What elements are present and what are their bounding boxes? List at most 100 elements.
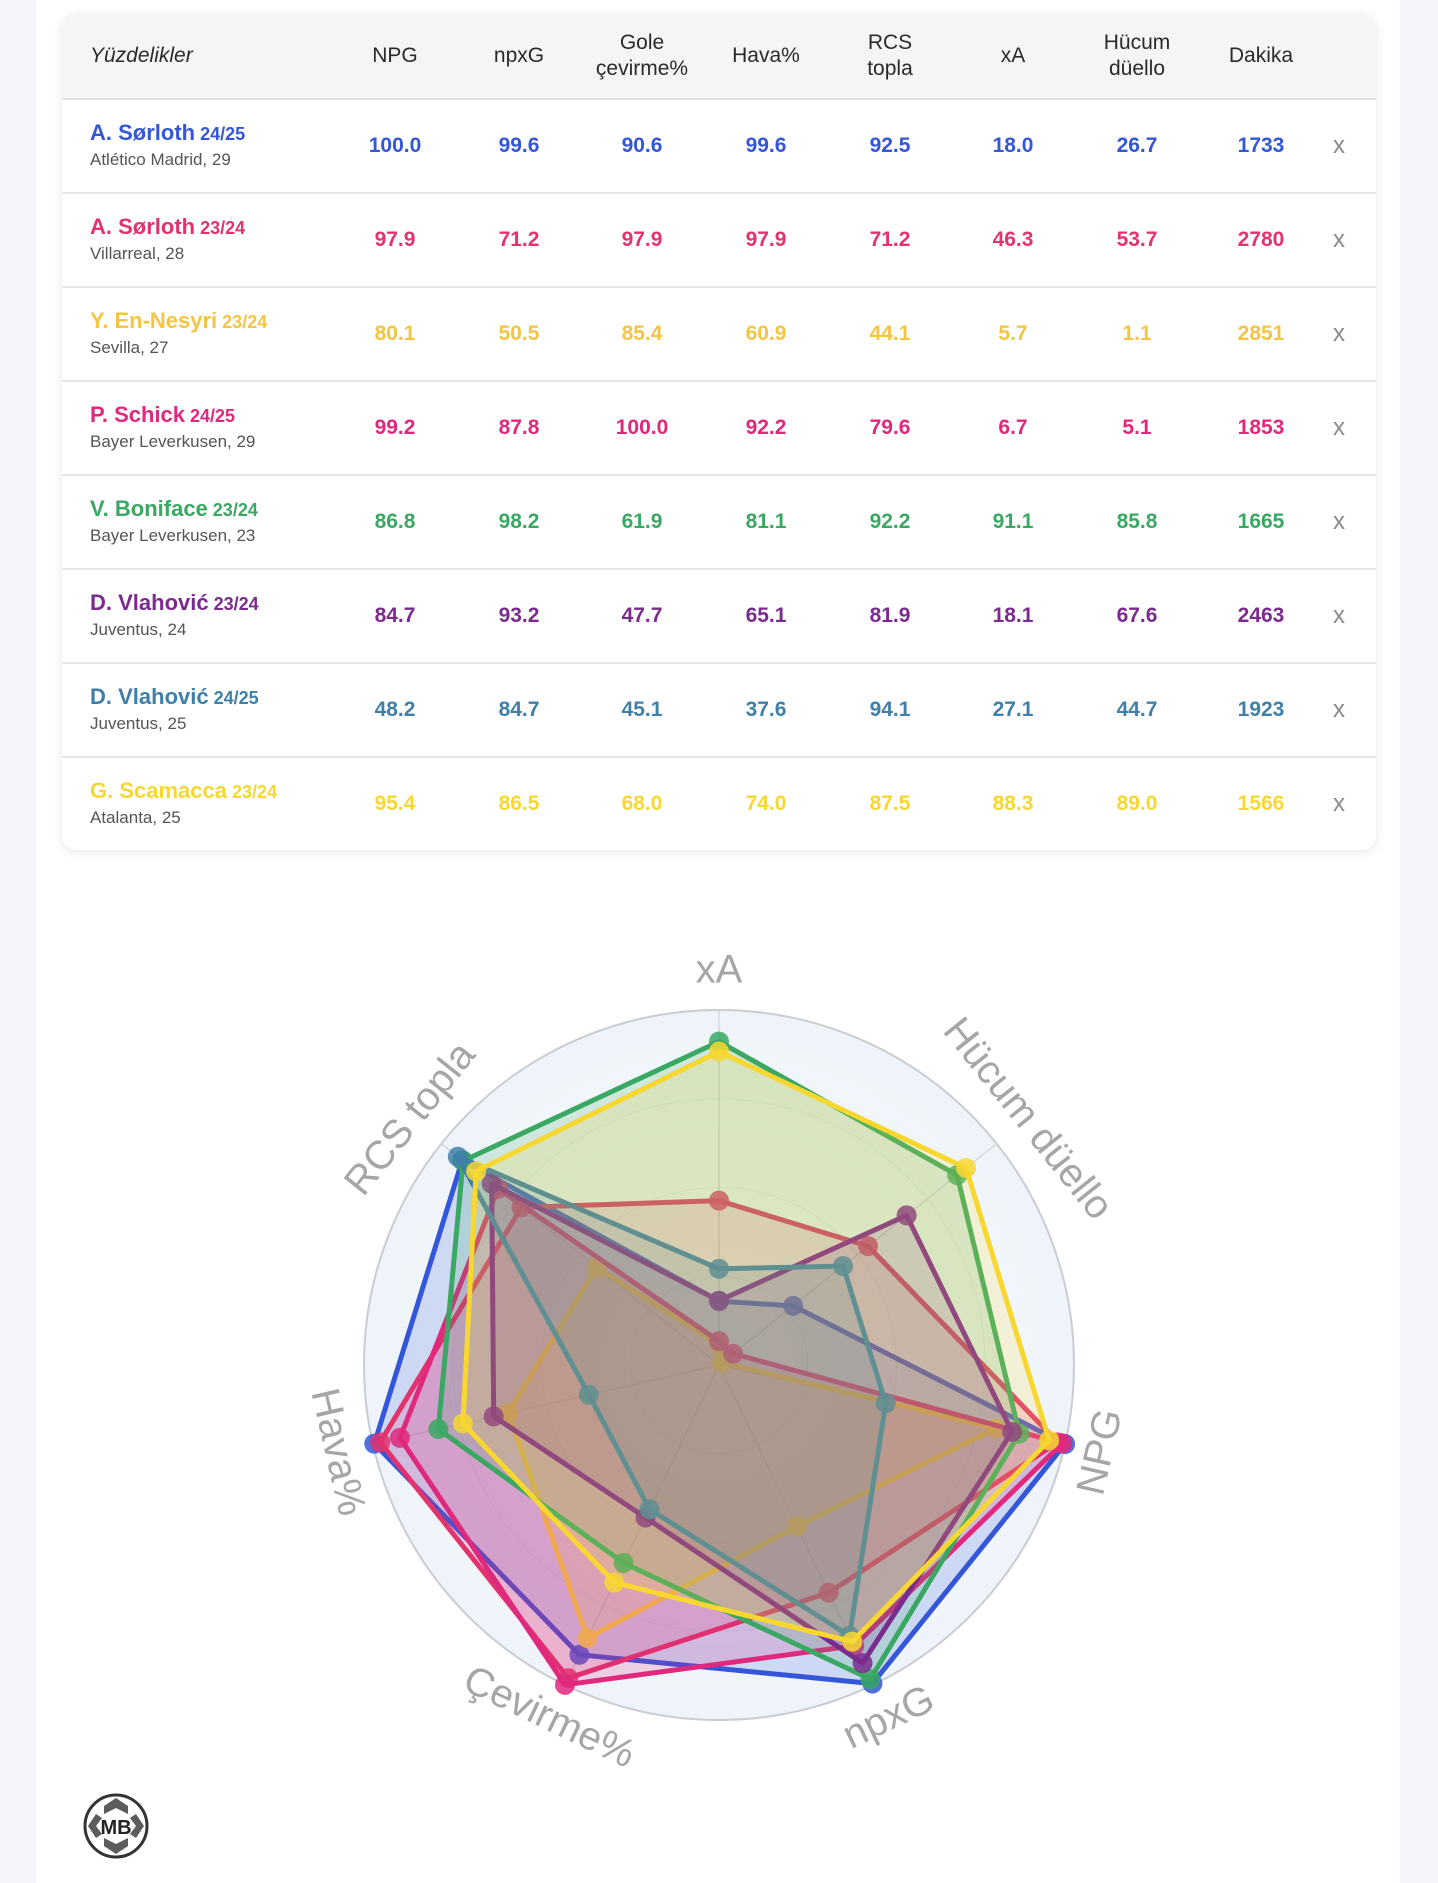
remove-player-button[interactable]: x	[1333, 696, 1345, 723]
radar-series-area	[435, 1039, 1022, 1682]
radar-data-point	[481, 1173, 502, 1194]
column-header: Dakika	[1228, 44, 1294, 67]
column-header: Hava%	[732, 44, 800, 67]
player-name[interactable]: P. Schick 24/25	[90, 402, 235, 428]
table-row: A. Sørloth 23/24 Villarreal, 28 97.9 71.2 97.…	[62, 194, 1376, 288]
player-name[interactable]: G. Scamacca 23/24	[90, 778, 277, 804]
column-header: Gole çevirme%	[595, 31, 689, 80]
table-cell: 48.2	[374, 698, 416, 721]
table-cell: 100.0	[368, 134, 422, 157]
svg-text:MB: MB	[100, 1817, 131, 1839]
table-row: V. Boniface 23/24 Bayer Leverkusen, 23 86.8…	[62, 476, 1376, 570]
table-cell: 99.6	[745, 134, 787, 157]
table-cell: 60.9	[745, 322, 787, 345]
radar-data-point	[447, 1146, 468, 1167]
player-name-text: D. Vlahović	[90, 684, 209, 709]
radar-data-point	[709, 1331, 729, 1352]
comparison-table: Yüzdelikler NPG npxG Gole çevirme% Hava% RCS…	[62, 14, 1376, 850]
player-season: 24/25	[190, 406, 236, 426]
player-name-text: D. Vlahović	[90, 590, 209, 615]
table-cell: 1733	[1237, 134, 1285, 157]
table-cell: 46.3	[992, 228, 1034, 251]
table-cell: 1923	[1237, 698, 1285, 721]
table-row: G. Scamacca 23/24 Atalanta, 25 95.4 86.5 68.0…	[62, 758, 1376, 850]
player-name[interactable]: A. Sørloth 24/25	[90, 120, 245, 146]
table-cell: 6.7	[998, 416, 1028, 439]
column-header: NPG	[372, 44, 418, 67]
table-cell: 97.9	[621, 228, 663, 251]
table-header: Yüzdelikler NPG npxG Gole çevirme% Hava% RCS…	[62, 14, 1376, 100]
radar-data-point	[466, 1161, 487, 1182]
remove-player-button[interactable]: x	[1333, 508, 1345, 535]
remove-player-button[interactable]: x	[1333, 790, 1345, 817]
column-header: Hücum düello	[1103, 31, 1171, 80]
remove-player-button[interactable]: x	[1333, 414, 1345, 441]
radar-data-point	[639, 1499, 660, 1520]
player-name-text: V. Boniface	[90, 496, 208, 521]
radar-data-point	[709, 1258, 729, 1279]
table-cell: 18.0	[992, 134, 1034, 157]
player-name[interactable]: D. Vlahović 23/24	[90, 590, 259, 616]
radar-data-point	[875, 1393, 896, 1414]
column-header: RCS topla	[867, 31, 913, 80]
player-name-text: Y. En-Nesyri	[90, 308, 218, 333]
radar-data-point	[1002, 1421, 1023, 1442]
remove-player-button[interactable]: x	[1333, 320, 1345, 347]
column-header: xA	[1000, 44, 1026, 67]
player-team: Atlético Madrid, 29	[90, 150, 231, 169]
radar-data-point	[483, 1406, 504, 1427]
player-name-text: G. Scamacca	[90, 778, 227, 803]
remove-player-button[interactable]: x	[1333, 132, 1345, 159]
table-cell: 81.9	[869, 604, 911, 627]
table-cell: 71.2	[498, 228, 540, 251]
player-name[interactable]: A. Sørloth 23/24	[90, 214, 245, 240]
radar-data-point	[428, 1419, 449, 1440]
radar-data-point	[554, 1674, 575, 1695]
player-season: 24/25	[200, 124, 246, 144]
player-team: Bayer Leverkusen, 23	[90, 526, 256, 545]
table-cell: 90.6	[621, 134, 663, 157]
table-cell: 93.2	[498, 604, 540, 627]
player-name[interactable]: Y. En-Nesyri 23/24	[90, 308, 267, 334]
table-cell: 100.0	[615, 416, 669, 439]
remove-player-button[interactable]: x	[1333, 226, 1345, 253]
table-cell: 1566	[1237, 792, 1285, 815]
table-cell: 95.4	[374, 792, 416, 815]
table-cell: 67.6	[1116, 604, 1158, 627]
table-cell: 86.5	[498, 792, 540, 815]
table-cell: 5.7	[998, 322, 1028, 345]
radar-data-point	[569, 1644, 590, 1665]
table-row: Y. En-Nesyri 23/24 Sevilla, 27 80.1 50.5 85.4…	[62, 288, 1376, 382]
table-cell: 92.2	[869, 510, 911, 533]
table-cell: 92.5	[869, 134, 911, 157]
radar-data-point	[786, 1516, 807, 1537]
radar-data-point	[896, 1205, 917, 1226]
table-cell: 45.1	[621, 698, 663, 721]
player-name[interactable]: V. Boniface 23/24	[90, 496, 258, 522]
table-cell: 79.6	[869, 416, 911, 439]
table-cell: 44.7	[1116, 698, 1158, 721]
table-cell: 1665	[1237, 510, 1285, 533]
radar-data-point	[452, 1413, 473, 1434]
table-cell: 89.0	[1116, 792, 1158, 815]
radar-series-area	[397, 1186, 1065, 1688]
table-row: P. Schick 24/25 Bayer Leverkusen, 29 99.2 87…	[62, 382, 1376, 476]
player-team: Bayer Leverkusen, 29	[90, 432, 256, 451]
table-cell: 26.7	[1116, 134, 1158, 157]
player-season: 24/25	[213, 688, 259, 708]
table-row: D. Vlahović 23/24 Juventus, 24 84.7 93.2 47.7…	[62, 570, 1376, 664]
radar-axis-label: NPG	[1069, 1405, 1131, 1499]
table-cell: 94.1	[869, 698, 911, 721]
table-cell: 98.2	[498, 510, 540, 533]
player-season: 23/24	[212, 500, 258, 520]
radar-data-point	[709, 1041, 729, 1062]
player-name-text: A. Sørloth	[90, 214, 196, 239]
table-cell: 71.2	[869, 228, 911, 251]
table-cell: 50.5	[498, 322, 540, 345]
table-cell: 87.8	[498, 416, 540, 439]
radar-axis-label: Hava%	[302, 1384, 374, 1520]
radar-data-point	[956, 1158, 977, 1179]
remove-player-button[interactable]: x	[1333, 602, 1345, 629]
header-percentiles: Yüzdelikler	[90, 44, 193, 67]
player-name[interactable]: D. Vlahović 24/25	[90, 684, 259, 710]
